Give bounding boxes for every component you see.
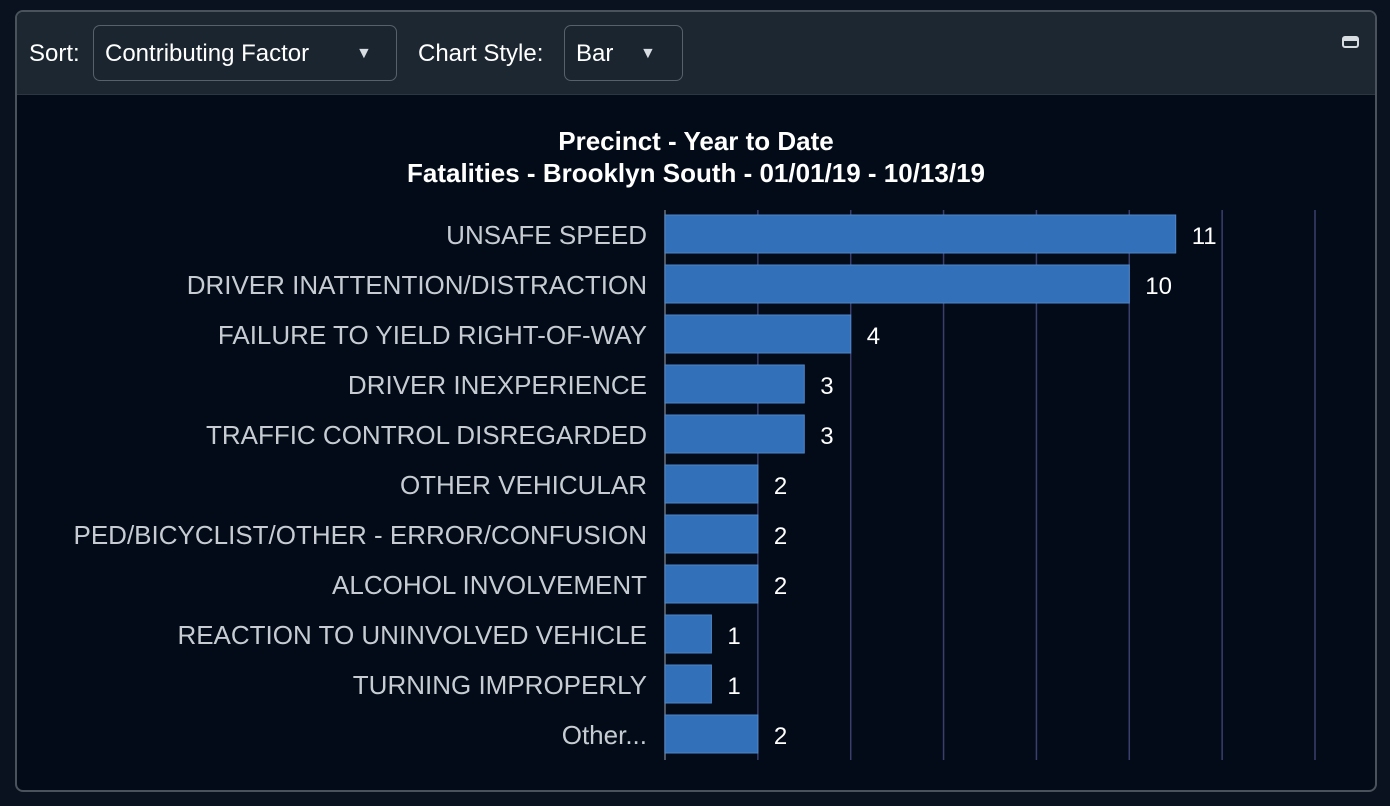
bar	[664, 614, 712, 654]
category-label: DRIVER INEXPERIENCE	[348, 370, 647, 400]
bar	[664, 464, 759, 504]
bar	[664, 414, 805, 454]
bar	[664, 714, 759, 754]
sort-dropdown[interactable]: Contributing Factor ▼	[93, 25, 397, 81]
chevron-down-icon: ▼	[356, 45, 372, 62]
sort-label: Sort:	[29, 40, 80, 67]
value-label: 2	[774, 573, 787, 600]
category-label: TRAFFIC CONTROL DISREGARDED	[206, 420, 647, 450]
bar	[664, 264, 1130, 304]
value-label: 11	[1192, 223, 1217, 250]
category-label: PED/BICYCLIST/OTHER - ERROR/CONFUSION	[74, 520, 648, 550]
bar	[664, 564, 759, 604]
value-label: 2	[774, 723, 787, 750]
chevron-down-icon: ▼	[640, 45, 656, 62]
bar	[664, 314, 852, 354]
value-label: 2	[774, 523, 787, 550]
chart-panel: Sort: Contributing Factor ▼ Chart Style:…	[15, 10, 1377, 792]
chart-style-label: Chart Style:	[418, 40, 544, 67]
category-label: TURNING IMPROPERLY	[353, 670, 647, 700]
chart-style-dropdown[interactable]: Bar ▼	[564, 25, 683, 81]
window-restore-icon[interactable]	[1342, 36, 1359, 48]
value-label: 1	[727, 673, 740, 700]
value-label: 2	[774, 473, 787, 500]
chart-toolbar: Sort: Contributing Factor ▼ Chart Style:…	[17, 12, 1375, 95]
bar	[664, 214, 1177, 254]
value-label: 1	[727, 623, 740, 650]
category-label: DRIVER INATTENTION/DISTRACTION	[187, 270, 647, 300]
sort-dropdown-value: Contributing Factor	[105, 40, 310, 67]
chart-style-dropdown-value: Bar	[576, 40, 614, 67]
value-label: 3	[820, 373, 833, 400]
category-label: FAILURE TO YIELD RIGHT-OF-WAY	[218, 320, 647, 350]
chart-subtitle: Fatalities - Brooklyn South - 01/01/19 -…	[407, 158, 985, 188]
bar	[664, 664, 712, 704]
value-label: 3	[820, 423, 833, 450]
chart-title: Precinct - Year to Date	[558, 126, 834, 156]
category-label: Other...	[562, 720, 647, 750]
category-label: ALCOHOL INVOLVEMENT	[332, 570, 647, 600]
category-label: UNSAFE SPEED	[446, 220, 647, 250]
bar	[664, 514, 759, 554]
value-label: 10	[1145, 273, 1172, 300]
category-label: REACTION TO UNINVOLVED VEHICLE	[177, 620, 647, 650]
category-label: OTHER VEHICULAR	[400, 470, 647, 500]
bar	[664, 364, 805, 404]
value-label: 4	[867, 323, 880, 350]
